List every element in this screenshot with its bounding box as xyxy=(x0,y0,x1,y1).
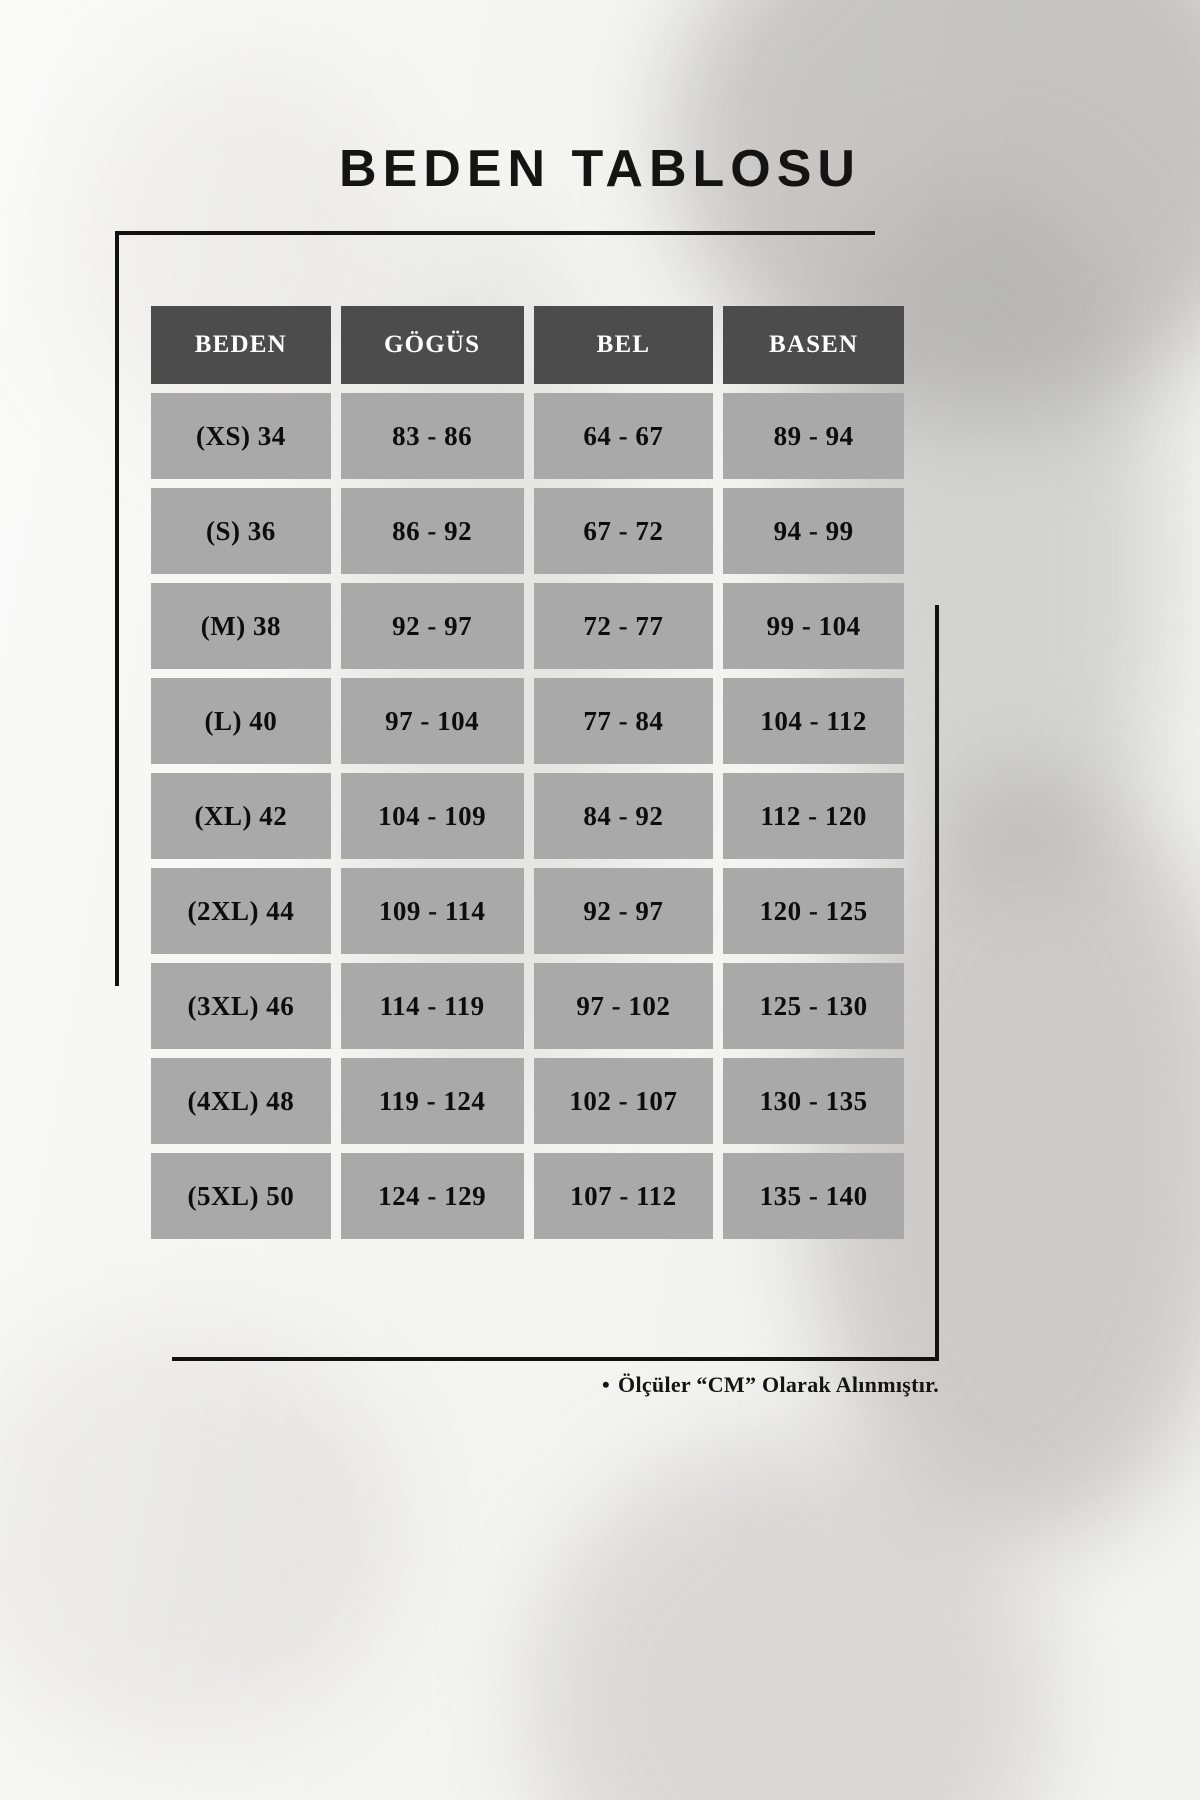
cell-basen: 120 - 125 xyxy=(723,868,904,954)
cell-basen: 104 - 112 xyxy=(723,678,904,764)
cell-bel: 72 - 77 xyxy=(533,583,714,669)
cell-gogus: 124 - 129 xyxy=(340,1153,524,1239)
table-header: BEDEN GÖGÜS BEL BASEN xyxy=(151,306,904,384)
cell-beden: (3XL) 46 xyxy=(151,963,331,1049)
page-title: BEDEN TABLOSU xyxy=(339,139,861,198)
cell-basen: 94 - 99 xyxy=(723,488,904,574)
cell-beden: (S) 36 xyxy=(151,488,331,574)
cell-basen: 112 - 120 xyxy=(723,773,904,859)
size-chart-table: BEDEN GÖGÜS BEL BASEN (XS) 34 83 - 86 64… xyxy=(141,297,914,1248)
cell-bel: 84 - 92 xyxy=(533,773,714,859)
cell-bel: 92 - 97 xyxy=(533,868,714,954)
table-row: (2XL) 44 109 - 114 92 - 97 120 - 125 xyxy=(151,868,904,954)
decorative-bracket-bottom xyxy=(172,1357,939,1361)
column-header-bel: BEL xyxy=(533,306,714,384)
cell-bel: 107 - 112 xyxy=(533,1153,714,1239)
column-header-beden: BEDEN xyxy=(151,306,331,384)
cell-gogus: 92 - 97 xyxy=(340,583,524,669)
cell-gogus: 114 - 119 xyxy=(340,963,524,1049)
table-row: (S) 36 86 - 92 67 - 72 94 - 99 xyxy=(151,488,904,574)
measurement-unit-note-text: Ölçüler “CM” Olarak Alınmıştır. xyxy=(618,1372,939,1397)
cell-gogus: 119 - 124 xyxy=(340,1058,524,1144)
measurement-unit-note: • Ölçüler “CM” Olarak Alınmıştır. xyxy=(0,1372,939,1398)
table-row: (XS) 34 83 - 86 64 - 67 89 - 94 xyxy=(151,393,904,479)
cell-basen: 99 - 104 xyxy=(723,583,904,669)
bullet-icon: • xyxy=(602,1372,611,1397)
column-header-basen: BASEN xyxy=(723,306,904,384)
cell-beden: (5XL) 50 xyxy=(151,1153,331,1239)
table-row: (M) 38 92 - 97 72 - 77 99 - 104 xyxy=(151,583,904,669)
cell-basen: 130 - 135 xyxy=(723,1058,904,1144)
cell-bel: 102 - 107 xyxy=(533,1058,714,1144)
table-row: (3XL) 46 114 - 119 97 - 102 125 - 130 xyxy=(151,963,904,1049)
cell-gogus: 109 - 114 xyxy=(340,868,524,954)
cell-basen: 135 - 140 xyxy=(723,1153,904,1239)
table-row: (XL) 42 104 - 109 84 - 92 112 - 120 xyxy=(151,773,904,859)
cell-beden: (M) 38 xyxy=(151,583,331,669)
table-row: (L) 40 97 - 104 77 - 84 104 - 112 xyxy=(151,678,904,764)
column-header-gogus: GÖGÜS xyxy=(340,306,524,384)
cell-gogus: 86 - 92 xyxy=(340,488,524,574)
table-body: (XS) 34 83 - 86 64 - 67 89 - 94 (S) 36 8… xyxy=(151,393,904,1239)
decorative-bracket-right xyxy=(935,605,939,1360)
cell-gogus: 83 - 86 xyxy=(340,393,524,479)
cell-beden: (4XL) 48 xyxy=(151,1058,331,1144)
cell-bel: 97 - 102 xyxy=(533,963,714,1049)
cell-bel: 67 - 72 xyxy=(533,488,714,574)
cell-beden: (XS) 34 xyxy=(151,393,331,479)
cell-beden: (2XL) 44 xyxy=(151,868,331,954)
cell-gogus: 97 - 104 xyxy=(340,678,524,764)
cell-beden: (L) 40 xyxy=(151,678,331,764)
cell-bel: 77 - 84 xyxy=(533,678,714,764)
table-row: (4XL) 48 119 - 124 102 - 107 130 - 135 xyxy=(151,1058,904,1144)
cell-gogus: 104 - 109 xyxy=(340,773,524,859)
cell-basen: 89 - 94 xyxy=(723,393,904,479)
cell-bel: 64 - 67 xyxy=(533,393,714,479)
cell-beden: (XL) 42 xyxy=(151,773,331,859)
table-row: (5XL) 50 124 - 129 107 - 112 135 - 140 xyxy=(151,1153,904,1239)
table-header-row: BEDEN GÖGÜS BEL BASEN xyxy=(151,306,904,384)
cell-basen: 125 - 130 xyxy=(723,963,904,1049)
decorative-bracket-top xyxy=(115,231,875,235)
decorative-bracket-left xyxy=(115,231,119,986)
